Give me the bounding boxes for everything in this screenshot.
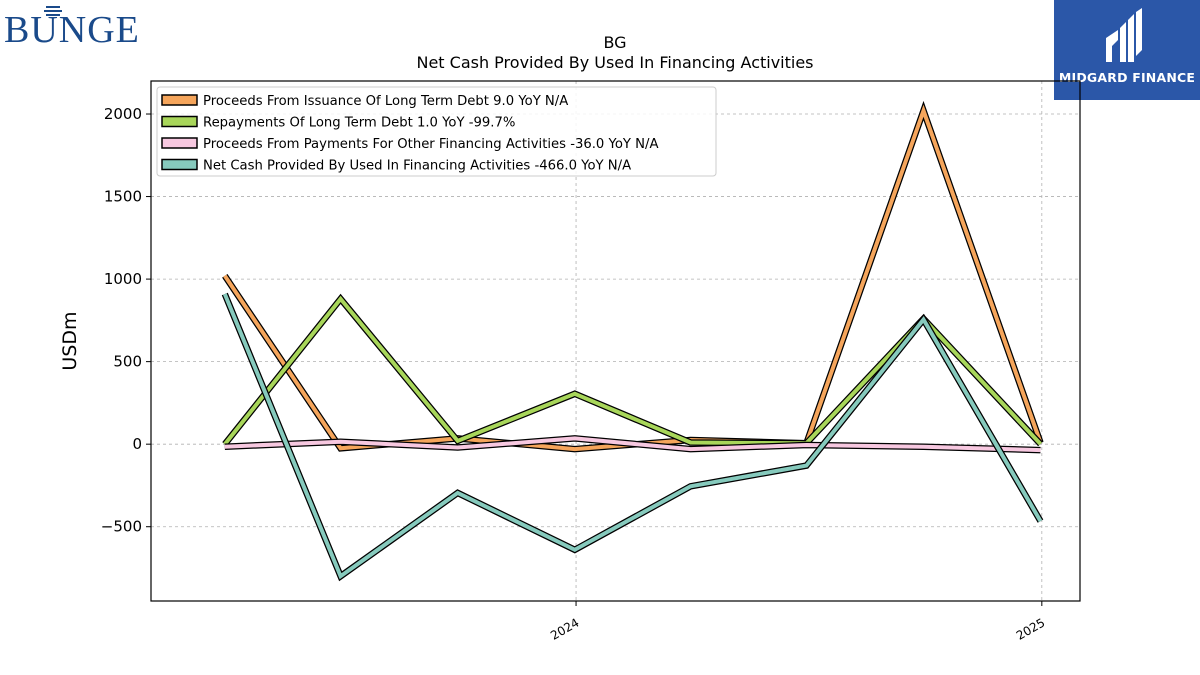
y-tick-label: 0 [132, 435, 142, 453]
series-line-2 [224, 436, 1041, 453]
legend-swatch [161, 94, 198, 106]
bunge-logo-text: BUNGE [4, 9, 140, 50]
y-axis-label: USDm [59, 311, 81, 370]
plot-frame [150, 80, 1081, 602]
legend-swatch [161, 115, 198, 128]
midgard-finance-text: MIDGARD FINANCE [1058, 70, 1196, 85]
chart-title: BG [603, 33, 626, 52]
legend-label: Proceeds From Issuance Of Long Term Debt… [203, 94, 568, 109]
legend-swatch [161, 137, 198, 149]
x-tick-label: 2024 [548, 615, 581, 642]
y-tick-label: 2000 [104, 105, 142, 123]
bunge-logo: BUNGE [0, 0, 180, 51]
chart-subtitle: Net Cash Provided By Used In Financing A… [416, 53, 813, 72]
legend [156, 86, 717, 177]
legend-label: Net Cash Provided By Used In Financing A… [203, 159, 631, 174]
series-outline-3 [221, 292, 1044, 582]
midgard-finance-logo: MIDGARD FINANCE [1054, 0, 1200, 100]
series-line-3 [222, 293, 1043, 580]
y-tick-label: 1000 [104, 270, 142, 288]
x-tick-label: 2025 [1014, 615, 1047, 642]
y-tick-label: 500 [113, 353, 142, 371]
y-tick-label: 1500 [104, 188, 142, 206]
legend-swatch [161, 158, 198, 171]
y-tick-label: −500 [101, 518, 142, 536]
legend-label: Repayments Of Long Term Debt 1.0 YoY -99… [203, 116, 515, 131]
series-outline-1 [222, 293, 1043, 447]
legend-label: Proceeds From Payments For Other Financi… [203, 137, 658, 152]
